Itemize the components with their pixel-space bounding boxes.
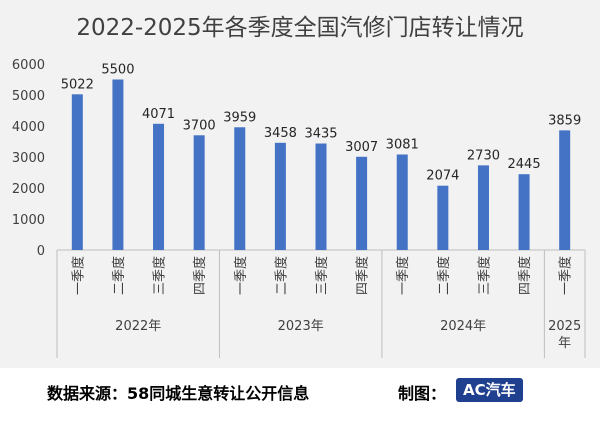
bar xyxy=(518,174,530,250)
bar xyxy=(112,79,124,250)
y-tick-label: 3000 xyxy=(12,151,45,166)
category-label: 四季度 xyxy=(192,256,208,295)
bar-value-label: 2730 xyxy=(467,148,500,163)
bar xyxy=(193,135,205,250)
group-label: 2023年 xyxy=(278,319,324,334)
category-label: 二季度 xyxy=(111,256,127,295)
group-label: 2022年 xyxy=(115,319,161,334)
bar xyxy=(315,143,327,250)
y-tick-label: 1000 xyxy=(12,213,45,228)
chart-maker-label: 制图： xyxy=(398,384,447,403)
category-label: 三季度 xyxy=(314,256,330,295)
category-label: 一季度 xyxy=(233,256,249,295)
bar xyxy=(437,185,449,250)
bar-value-label: 3458 xyxy=(264,126,297,141)
y-tick-label: 5000 xyxy=(12,89,45,104)
category-label: 一季度 xyxy=(395,256,411,295)
category-label: 二季度 xyxy=(273,256,289,295)
chart-title: 2022-2025年各季度全国汽修门店转让情况 xyxy=(76,15,524,41)
chart-panel xyxy=(0,0,600,368)
bar xyxy=(396,154,408,250)
bar-value-label: 4071 xyxy=(142,107,175,122)
bar-value-label: 3007 xyxy=(345,140,378,155)
y-tick-label: 4000 xyxy=(12,120,45,135)
category-label: 一季度 xyxy=(558,256,574,295)
bar-value-label: 2074 xyxy=(426,169,459,184)
category-label: 二季度 xyxy=(436,256,452,295)
bar-value-label: 3435 xyxy=(304,127,337,142)
bar xyxy=(559,130,571,250)
publisher-logo: AC汽车 xyxy=(456,378,523,402)
bar-value-label: 3081 xyxy=(386,137,419,152)
category-label: 三季度 xyxy=(152,256,168,295)
bar-value-label: 5500 xyxy=(101,63,134,78)
bar xyxy=(274,142,286,250)
group-label: 2025 xyxy=(548,319,581,334)
bar-value-label: 2445 xyxy=(508,157,541,172)
bar-value-label: 3700 xyxy=(183,118,216,133)
data-source: 数据来源：58同城生意转让公开信息 xyxy=(47,384,310,403)
bar-chart: 0 1000 2000 3000 4000 5000 6000 5022 一季度 5500 二季度 4… xyxy=(12,58,586,358)
category-label: 一季度 xyxy=(70,256,86,295)
bar xyxy=(234,127,246,250)
bar-value-label: 5022 xyxy=(61,77,94,92)
category-label: 四季度 xyxy=(517,256,533,295)
group-label: 2024年 xyxy=(440,319,486,334)
category-label: 三季度 xyxy=(476,256,492,295)
bar-value-label: 3859 xyxy=(548,113,581,128)
bar xyxy=(71,94,83,251)
y-tick-label: 2000 xyxy=(12,182,45,197)
footer: 数据来源：58同城生意转让公开信息 制图： AC汽车 xyxy=(0,368,600,422)
category-label: 四季度 xyxy=(355,256,371,295)
bar xyxy=(477,165,489,250)
bar xyxy=(356,156,368,250)
y-tick-label: 6000 xyxy=(12,58,45,73)
bar-value-label: 3959 xyxy=(223,110,256,125)
group-label-suffix: 年 xyxy=(558,336,571,351)
bar xyxy=(153,123,165,250)
y-tick-label: 0 xyxy=(37,244,45,259)
